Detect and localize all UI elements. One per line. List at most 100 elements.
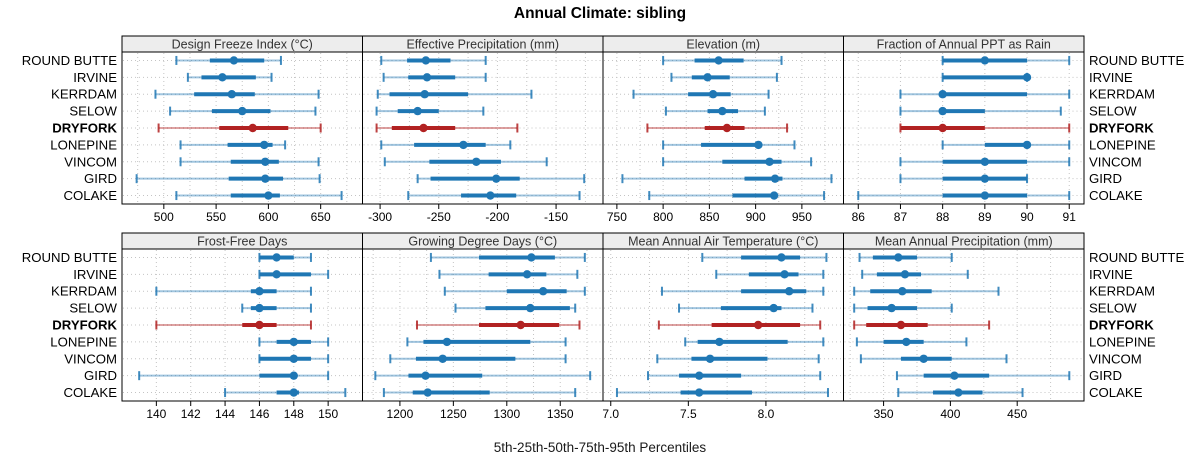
median-dot [261,174,270,183]
median-dot [255,303,264,313]
chart-title: Annual Climate: sibling [513,5,687,22]
median-dot [264,191,273,200]
panel-title: Growing Degree Days (°C) [408,235,557,249]
axis-tick-label: 144 [215,407,235,421]
axis-tick-label: 750 [607,210,627,224]
median-dot [896,320,906,330]
axis-tick-label: 800 [653,210,673,224]
axis-tick-label: 146 [249,407,269,421]
station-label-right: DRYFORK [1089,121,1154,136]
station-label-right: DRYFORK [1089,318,1154,333]
median-dot [769,303,778,313]
median-dot [538,287,548,296]
axis-tick-label: 89 [978,210,992,224]
station-label-left: VINCOM [64,351,117,366]
axis-tick-label: 88 [936,210,950,224]
median-dot [902,337,911,347]
panel-title: Mean Annual Precipitation (mm) [875,235,1053,249]
axis-tick-label: -150 [544,210,568,224]
median-dot [753,320,763,330]
median-dot [260,140,269,150]
median-dot [980,174,990,183]
median-dot [938,123,947,133]
station-label-right: KERRDAM [1089,87,1155,102]
station-label-right: GIRD [1089,368,1122,383]
median-dot [492,174,501,183]
median-dot [472,157,481,166]
axis-tick-label: 150 [318,407,338,421]
median-dot [289,354,298,363]
median-dot [950,371,959,380]
station-label-left: SELOW [69,104,117,119]
median-dot [703,73,712,82]
median-dot [765,157,774,166]
axis-tick-label: 87 [894,210,908,224]
median-dot [769,191,779,200]
median-dot [229,56,239,65]
station-label-left: SELOW [69,301,117,316]
median-dot [754,140,763,150]
station-label-left: DRYFORK [52,121,117,136]
axis-tick-label: 7.5 [680,407,697,421]
axis-tick-label: 1350 [547,407,574,421]
panel-title: Design Freeze Index (°C) [172,38,313,52]
median-dot [894,253,903,262]
median-dot [486,191,495,200]
axis-tick-label: 450 [1007,407,1027,421]
median-dot [784,287,794,296]
median-dot [227,90,236,99]
station-label-left: GIRD [84,368,117,383]
station-label-left: COLAKE [63,385,117,400]
axis-tick-label: 550 [206,210,226,224]
axis-tick-label: 600 [258,210,278,224]
axis-tick-label: 91 [1063,210,1077,224]
median-dot [289,371,298,380]
station-label-right: LONEPINE [1089,334,1156,349]
panel-title: Fraction of Annual PPT as Rain [877,38,1051,52]
median-dot [900,270,910,279]
station-label-left: KERRDAM [51,87,117,102]
median-dot [705,354,715,363]
station-label-right: IRVINE [1089,267,1133,282]
median-dot [695,371,704,380]
median-dot [442,337,452,347]
median-dot [980,191,990,200]
axis-tick-label: 900 [746,210,766,224]
median-dot [421,56,431,65]
station-label-right: VINCOM [1089,351,1142,366]
axis-tick-label: -200 [485,210,509,224]
median-dot [527,253,536,262]
median-dot [218,73,227,82]
median-dot [887,303,896,313]
axis-tick-label: 1200 [387,407,414,421]
axis-tick-label: 400 [940,407,960,421]
median-dot [459,140,468,150]
axis-tick-label: 500 [154,210,174,224]
median-dot [272,253,281,262]
axis-tick-label: -250 [427,210,451,224]
station-label-right: LONEPINE [1089,137,1156,152]
median-dot [526,303,535,313]
median-dot [289,388,298,397]
median-dot [248,123,257,133]
median-dot [938,90,947,99]
median-dot [718,106,727,116]
axis-tick-label: 1300 [493,407,520,421]
axis-tick-label: 142 [181,407,201,421]
station-label-right: COLAKE [1089,385,1143,400]
median-dot [423,388,432,397]
axis-tick-label: -300 [368,210,392,224]
median-dot [289,337,298,347]
station-label-right: KERRDAM [1089,284,1155,299]
median-dot [421,371,430,380]
median-dot [422,73,432,82]
panel-title: Frost-Free Days [197,235,287,249]
station-label-left: ROUND BUTTE [22,250,117,265]
median-dot [261,157,270,166]
axis-tick-label: 86 [852,210,866,224]
axis-tick-label: 140 [146,407,166,421]
station-label-right: ROUND BUTTE [1089,53,1184,68]
median-dot [419,123,428,133]
axis-tick-label: 350 [874,407,894,421]
